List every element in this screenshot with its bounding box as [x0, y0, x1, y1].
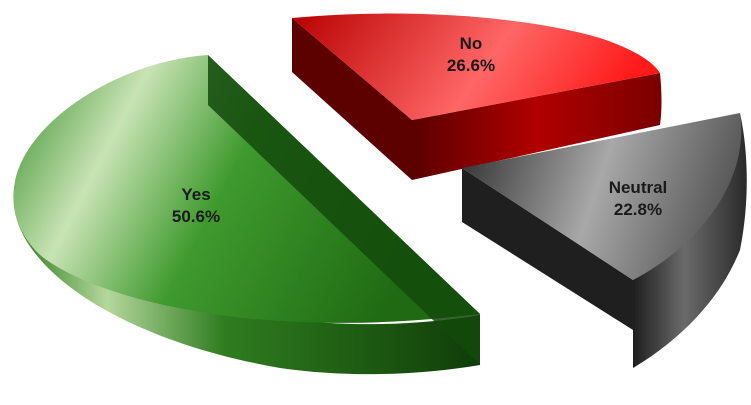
slice-value-yes: 50.6% — [172, 207, 220, 226]
slice-label-neutral: Neutral — [609, 178, 668, 197]
pie-slice-yes-side — [14, 205, 480, 375]
pie-slice-neutral-side-front — [633, 113, 747, 368]
slice-label-no: No — [460, 34, 483, 53]
pie-slice-no-top — [292, 13, 660, 121]
pie-slice-yes-front — [208, 55, 480, 365]
pie-slice-no — [292, 13, 662, 180]
pie-slice-neutral — [462, 113, 747, 368]
pie-slice-no-side-front — [412, 73, 662, 180]
pie-slice-yes-top — [13, 55, 481, 323]
pie-slice-neutral-side-left — [462, 168, 633, 330]
pie-slice-yes — [13, 55, 481, 375]
pie-slice-no-side-left — [292, 18, 412, 180]
slice-value-neutral: 22.8% — [614, 200, 662, 219]
slice-value-no: 26.6% — [447, 56, 495, 75]
pie-slice-neutral-top — [462, 113, 742, 280]
slice-label-yes: Yes — [181, 185, 210, 204]
